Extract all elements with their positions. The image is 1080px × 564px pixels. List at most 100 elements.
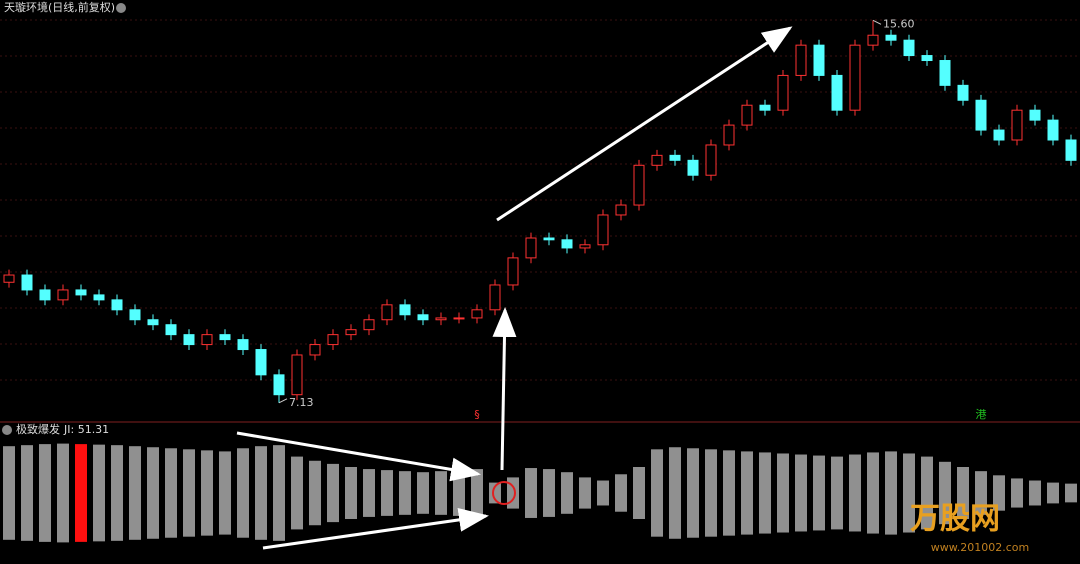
candle-body bbox=[219, 334, 231, 341]
candle-body bbox=[813, 44, 825, 76]
candle-body bbox=[957, 84, 969, 101]
indicator-bar bbox=[579, 477, 591, 509]
indicator-bar bbox=[831, 456, 843, 530]
menu-icon[interactable] bbox=[2, 425, 12, 435]
indicator-bar bbox=[759, 452, 771, 534]
candle-body bbox=[21, 274, 33, 291]
indicator-bar bbox=[669, 447, 681, 539]
candle-body bbox=[489, 284, 501, 311]
indicator-bar bbox=[687, 448, 699, 538]
candle-body bbox=[453, 317, 465, 320]
menu-icon[interactable] bbox=[116, 3, 126, 13]
candle-body bbox=[129, 309, 141, 321]
candle-body bbox=[795, 44, 807, 76]
indicator-bar bbox=[201, 450, 213, 536]
indicator-bar bbox=[1065, 483, 1077, 503]
candle-body bbox=[993, 129, 1005, 141]
annotation-label: 15.60 bbox=[883, 17, 915, 30]
indicator-bar bbox=[507, 477, 519, 509]
candle-body bbox=[903, 39, 915, 57]
candle-body bbox=[1065, 139, 1077, 161]
candle-body bbox=[633, 164, 645, 206]
candle-body bbox=[561, 239, 573, 249]
candle-body bbox=[525, 237, 537, 259]
highlight-circle bbox=[492, 481, 516, 505]
candle-body bbox=[615, 204, 627, 216]
annotation-tick bbox=[278, 398, 288, 404]
candle-body bbox=[507, 257, 519, 286]
indicator-bar bbox=[21, 445, 33, 541]
candle-body bbox=[759, 104, 771, 111]
candle-body bbox=[579, 244, 591, 249]
candle-body bbox=[147, 319, 159, 326]
indicator-bar bbox=[273, 445, 285, 541]
candle-body bbox=[885, 34, 897, 41]
marker: § bbox=[474, 408, 480, 421]
indicator-bar bbox=[723, 450, 735, 536]
indicator-bar bbox=[975, 471, 987, 515]
indicator-bar bbox=[633, 467, 645, 519]
indicator-bar bbox=[75, 444, 87, 542]
candle-body bbox=[435, 317, 447, 321]
indicator-bar bbox=[525, 468, 537, 518]
candle-body bbox=[381, 304, 393, 321]
candle-body bbox=[669, 154, 681, 161]
indicator-bar bbox=[471, 469, 483, 517]
candle-body bbox=[975, 99, 987, 131]
indicator-bar bbox=[489, 482, 501, 504]
candle-body bbox=[183, 334, 195, 346]
indicator-bar bbox=[885, 451, 897, 535]
candle-body bbox=[471, 309, 483, 319]
candle-body bbox=[939, 60, 951, 86]
indicator-bar bbox=[237, 448, 249, 538]
indicator-bar bbox=[381, 470, 393, 516]
indicator-bar bbox=[795, 454, 807, 532]
indicator-bar bbox=[453, 470, 465, 516]
candle-body bbox=[597, 214, 609, 246]
candle-body bbox=[1029, 109, 1041, 121]
candle-body bbox=[309, 344, 321, 356]
candle-body bbox=[1011, 109, 1023, 141]
indicator-bar bbox=[741, 451, 753, 535]
candle-body bbox=[831, 74, 843, 111]
candle-body bbox=[867, 34, 879, 46]
candle-body bbox=[417, 314, 429, 321]
candle-body bbox=[93, 294, 105, 301]
indicator-bar bbox=[147, 447, 159, 539]
candle-body bbox=[705, 144, 717, 176]
indicator-bar bbox=[219, 451, 231, 535]
indicator-bar bbox=[561, 472, 573, 514]
indicator-bar bbox=[39, 444, 51, 542]
indicator-bar bbox=[345, 467, 357, 519]
indicator-title: 极致爆发 bbox=[16, 422, 60, 436]
indicator-bar bbox=[597, 480, 609, 506]
candle-body bbox=[849, 44, 861, 111]
candle-body bbox=[723, 124, 735, 146]
indicator-bar bbox=[255, 446, 267, 540]
arrows bbox=[236, 26, 793, 550]
watermark-url: www.201002.com bbox=[931, 541, 1029, 554]
candle-body bbox=[1047, 119, 1059, 141]
indicator-bar bbox=[1011, 478, 1023, 508]
indicator-bar bbox=[993, 475, 1005, 511]
indicator-bar bbox=[543, 469, 555, 517]
candle-body bbox=[363, 319, 375, 331]
indicator-bar bbox=[1047, 482, 1059, 504]
candle-body bbox=[201, 334, 213, 346]
candle-body bbox=[237, 339, 249, 351]
indicator-bar bbox=[435, 471, 447, 515]
candle-body bbox=[111, 299, 123, 311]
indicator-bar bbox=[327, 463, 339, 523]
indicator-bar bbox=[813, 455, 825, 531]
plot: 15.60 7.13 § 港 bbox=[3, 17, 1077, 543]
candle-body bbox=[291, 354, 303, 396]
indicator-bar bbox=[921, 456, 933, 530]
candle-body bbox=[921, 55, 933, 62]
candle-body bbox=[651, 154, 663, 166]
indicator-bar bbox=[903, 453, 915, 533]
indicator-bar bbox=[291, 456, 303, 530]
candle-body bbox=[741, 104, 753, 126]
candle-body bbox=[687, 159, 699, 176]
indicator-bar bbox=[705, 449, 717, 537]
